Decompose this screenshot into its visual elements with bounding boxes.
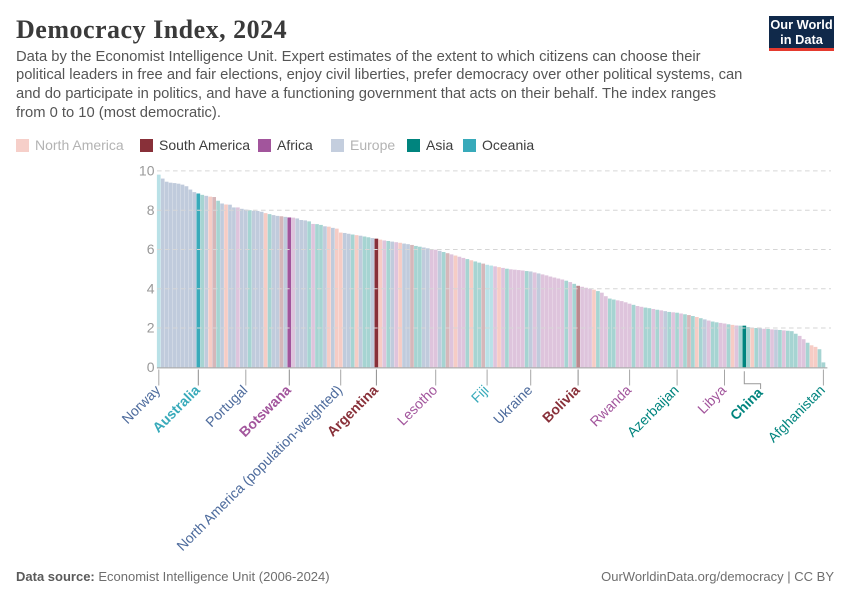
svg-text:Afghanistan: Afghanistan <box>764 382 828 446</box>
svg-text:Fiji: Fiji <box>468 382 492 406</box>
svg-text:Rwanda: Rwanda <box>587 382 635 430</box>
svg-text:4: 4 <box>147 280 155 296</box>
svg-text:10: 10 <box>139 163 155 179</box>
svg-text:8: 8 <box>147 202 155 218</box>
svg-text:Ukraine: Ukraine <box>490 382 536 428</box>
svg-text:Lesotho: Lesotho <box>394 382 441 429</box>
svg-text:Azerbaijan: Azerbaijan <box>624 382 682 440</box>
svg-text:0: 0 <box>147 359 155 375</box>
svg-text:6: 6 <box>147 241 155 257</box>
svg-text:Libya: Libya <box>694 382 729 417</box>
svg-text:China: China <box>727 384 766 423</box>
svg-text:2: 2 <box>147 320 155 336</box>
svg-text:Bolivia: Bolivia <box>539 382 583 426</box>
